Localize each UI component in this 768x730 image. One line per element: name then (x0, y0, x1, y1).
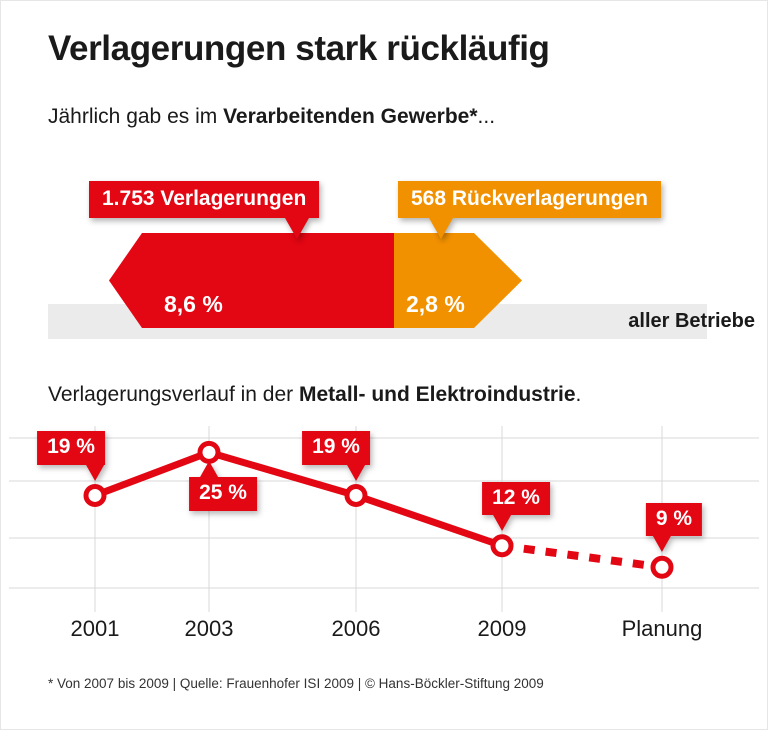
subtitle: Jährlich gab es im Verarbeitenden Gewerb… (48, 105, 495, 129)
relocations-callout-label: 1.753 Verlagerungen (89, 181, 320, 219)
relocations-percent: 8,6 % (164, 291, 223, 317)
footnote: * Von 2007 bis 2009 | Quelle: Frauenhofe… (48, 676, 544, 691)
subtitle-bold: Verarbeitenden Gewerbe* (223, 105, 478, 128)
band-label: aller Betriebe (628, 310, 755, 332)
line-chart: 2001 2003 2006 2009 Planung 19 % 25 % 19 % 12 %… (1, 426, 767, 656)
value-callout-2009: 12 % (482, 481, 550, 531)
chart-plot-area (9, 426, 759, 612)
chart-data-markers (83, 440, 674, 579)
subtitle-suffix: ... (477, 105, 496, 128)
value-callout-label: 19 % (37, 431, 105, 465)
x-axis-tick-planung: Planung (621, 616, 703, 641)
chart-caption-suffix: . (575, 383, 582, 406)
callout-pointer-icon (653, 536, 671, 553)
back-relocations-percent: 2,8 % (406, 291, 465, 317)
x-axis-tick-2001: 2001 (70, 616, 120, 641)
chart-caption: Verlagerungsverlauf in der Metall- und E… (48, 383, 581, 407)
back-relocations-callout-label: 568 Rückverlagerungen (398, 181, 661, 219)
page-title: Verlagerungen stark rückläufig (48, 29, 550, 68)
relocations-callout: 1.753 Verlagerungen (89, 181, 320, 240)
value-callout-label: 19 % (302, 431, 370, 465)
value-callout-label: 25 % (189, 477, 257, 511)
callout-pointer-icon (285, 218, 309, 240)
relocations-arrow: 8,6 % (109, 233, 394, 328)
x-axis-tick-2009: 2009 (477, 616, 527, 641)
chart-x-axis-labels: 2001 2003 2006 2009 Planung (1, 616, 767, 650)
chart-series-line (91, 448, 663, 572)
callout-pointer-icon (200, 461, 218, 478)
arrow-comparison-block: aller Betriebe 8,6 % 2,8 % 1.753 Verlage… (1, 171, 767, 346)
chart-caption-prefix: Verlagerungsverlauf in der (48, 383, 299, 406)
value-callout-2003: 25 % (189, 461, 257, 511)
back-relocations-callout: 568 Rückverlagerungen (398, 181, 661, 240)
callout-pointer-icon (86, 464, 104, 481)
value-callout-2001: 19 % (37, 431, 105, 481)
value-callout-label: 9 % (645, 503, 703, 537)
x-axis-tick-2003: 2003 (184, 616, 234, 641)
callout-pointer-icon (493, 514, 511, 531)
value-callout-label: 12 % (482, 481, 550, 515)
callout-pointer-icon (429, 218, 453, 240)
chart-caption-bold: Metall- und Elektroindustrie (299, 383, 576, 406)
value-callout-planung: 9 % (645, 503, 703, 553)
callout-pointer-icon (347, 464, 365, 481)
value-callout-2006: 19 % (302, 431, 370, 481)
subtitle-prefix: Jährlich gab es im (48, 105, 224, 128)
x-axis-tick-2006: 2006 (331, 616, 381, 641)
